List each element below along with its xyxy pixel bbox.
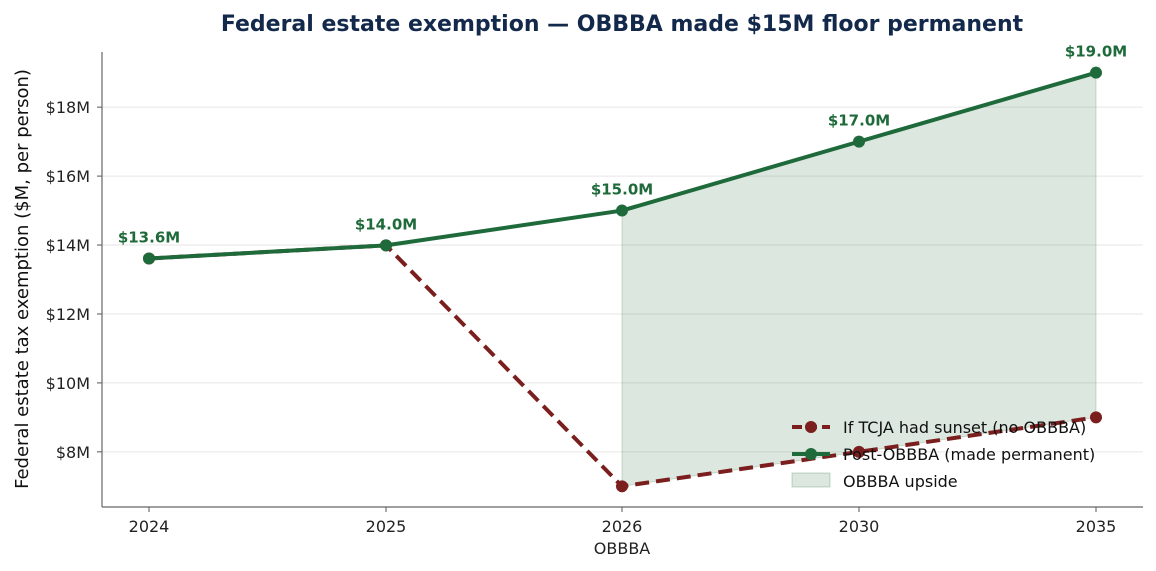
y-tick-label: $16M: [46, 167, 90, 186]
gridlines: [102, 106, 1143, 453]
x-tick-label: 2025: [366, 517, 407, 536]
legend-swatch-obbba-upside: [791, 472, 831, 488]
chart-title: Federal estate exemption — OBBBA made $1…: [221, 12, 1024, 37]
legend-label-post-obbba: Post-OBBBA (made permanent): [843, 445, 1095, 464]
data-label: $14.0M: [355, 215, 417, 233]
data-label: $13.6M: [118, 228, 180, 246]
series-points: [143, 66, 1102, 493]
post-obbba-series-point: [1090, 66, 1102, 79]
post-obbba-series-point: [853, 135, 865, 148]
x-tick-sublabel: OBBBA: [594, 539, 651, 558]
data-label: $15.0M: [591, 181, 653, 199]
x-tick-label: 2035: [1076, 517, 1117, 536]
y-tick-label: $14M: [46, 236, 90, 255]
x-tick-label: 2024: [129, 517, 170, 536]
sunset-series-point: [853, 445, 865, 458]
post-obbba-series-point: [380, 239, 392, 252]
data-labels: $13.6M $14.0M $15.0M $17.0M $19.0M: [118, 43, 1127, 247]
legend: If TCJA had sunset (no OBBBA) Post-OBBBA …: [791, 418, 1095, 491]
x-tick-label: 2030: [839, 517, 880, 536]
legend-label-sunset: If TCJA had sunset (no OBBBA): [843, 418, 1086, 437]
y-tick-label: $10M: [46, 374, 90, 393]
data-label: $17.0M: [828, 112, 890, 130]
y-tick-label: $12M: [46, 305, 90, 324]
legend-label-obbba-upside: OBBBA upside: [843, 472, 958, 491]
data-label: $19.0M: [1065, 43, 1127, 61]
post-obbba-series-point: [616, 204, 628, 217]
sunset-series-point: [1090, 411, 1102, 424]
tick-labels: $8M $10M $12M $14M $16M $18M 2024 2025 2026 OBBBA…: [46, 98, 1117, 558]
legend-marker-sunset: [805, 421, 817, 433]
y-tick-label: $8M: [56, 443, 90, 462]
legend-marker-post-obbba: [805, 448, 817, 460]
y-tick-label: $18M: [46, 98, 90, 117]
sunset-series-point: [616, 480, 628, 493]
axes: [97, 52, 1143, 512]
post-obbba-series-point: [143, 252, 155, 265]
y-axis-label: Federal estate tax exemption ($M, per pe…: [12, 69, 33, 489]
x-tick-label: 2026: [602, 517, 643, 536]
